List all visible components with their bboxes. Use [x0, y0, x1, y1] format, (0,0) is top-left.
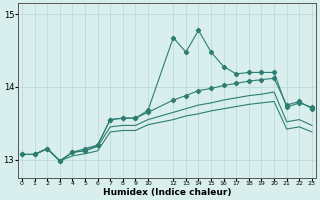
X-axis label: Humidex (Indice chaleur): Humidex (Indice chaleur): [103, 188, 231, 197]
